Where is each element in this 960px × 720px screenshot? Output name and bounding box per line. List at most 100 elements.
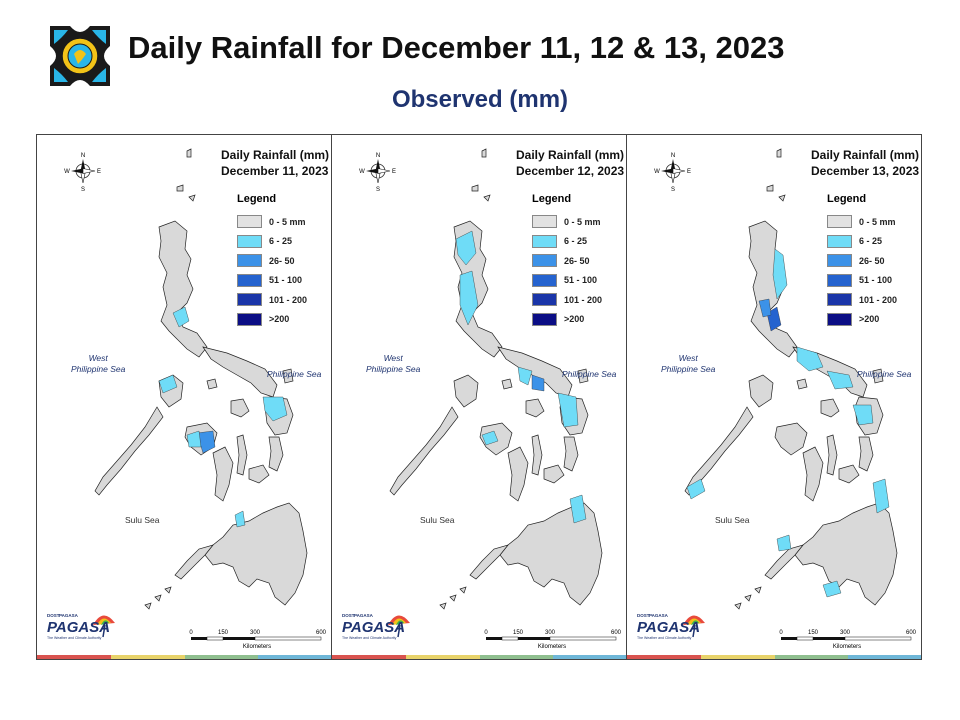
compass-e: E: [392, 169, 396, 175]
legend-item: 6 - 25: [532, 232, 602, 252]
pagasa-logo: DOST PAGASA PAGASA The Weather and Clima…: [342, 613, 410, 640]
rainfall-area: [826, 370, 854, 390]
brand-tagline: The Weather and Climate Authority: [47, 636, 102, 640]
legend-item: 51 - 100: [532, 271, 602, 291]
compass-s: S: [81, 187, 85, 193]
bohol: [248, 464, 270, 484]
legend-label: 101 - 200: [859, 294, 898, 305]
scale-unit: Kilometers: [243, 644, 271, 650]
rainfall-area: [796, 346, 824, 372]
luzon: [158, 220, 208, 358]
pagasa-seal-logo: [48, 24, 112, 88]
legend-swatch: [237, 215, 262, 229]
palawan: [684, 406, 754, 496]
philippine-sea-label: Philippine Sea: [562, 369, 617, 379]
footer-color-segment: [110, 655, 185, 659]
legend-label: 51 - 100: [269, 275, 303, 286]
west-philippine-sea-label: West Philippine Sea: [71, 353, 126, 374]
philippines-map: N S E W: [654, 148, 898, 610]
bohol: [543, 464, 565, 484]
legend-label: >200: [564, 314, 585, 325]
mindoro: [748, 374, 774, 408]
compass-n: N: [376, 153, 380, 159]
legend-label: >200: [269, 314, 290, 325]
scale-tick: 300: [840, 630, 851, 636]
scale-bar: 0 150 300 600 Kilometers: [484, 630, 621, 650]
sulu-sea-label: Sulu Sea: [125, 515, 160, 525]
philippines-map: N S E W: [64, 148, 308, 610]
rainfall-area: [776, 534, 792, 552]
mindanao: [794, 502, 898, 606]
rainfall-area: [557, 392, 579, 428]
legend-swatch: [237, 312, 262, 326]
panel-date: December 11, 2023: [221, 164, 329, 178]
masbate: [820, 398, 840, 418]
compass-s: S: [376, 187, 380, 193]
rainfall-area: [459, 270, 479, 326]
footer-color-segment: [184, 655, 259, 659]
sulu-islands: [734, 586, 762, 610]
map-panel-dec-13: N S E W Daily Rainfall (mm) December 13,…: [627, 135, 921, 659]
legend-swatch: [532, 234, 557, 248]
compass-s: S: [671, 187, 675, 193]
map-panel-dec-12: N S E W Daily Rainfall (mm) December 12,…: [332, 135, 627, 659]
legend-item: 101 - 200: [827, 290, 897, 310]
mindoro: [453, 374, 479, 408]
mindanao: [499, 502, 603, 606]
brand-name: PAGASA: [47, 619, 110, 636]
batanes: [471, 148, 491, 202]
compass-n: N: [81, 153, 85, 159]
rainfall-area: [872, 478, 890, 514]
luzon: [748, 220, 798, 358]
west-philippine-sea-label: West Philippine Sea: [366, 353, 421, 374]
legend-swatch: [532, 312, 557, 326]
bicol: [202, 346, 278, 398]
negros: [212, 446, 234, 502]
batanes: [766, 148, 786, 202]
cebu: [236, 434, 248, 476]
legend-swatch: [827, 312, 852, 326]
legend-title: Legend: [237, 193, 277, 205]
legend-label: 0 - 5 mm: [859, 216, 896, 227]
rainfall-area: [186, 430, 202, 448]
legend-item: 101 - 200: [237, 290, 307, 310]
legend-title: Legend: [532, 193, 572, 205]
legend-item: 26- 50: [827, 251, 897, 271]
land-regions: [389, 148, 603, 610]
scale-unit: Kilometers: [538, 644, 566, 650]
sulu-sea-label: Sulu Sea: [715, 515, 750, 525]
compass-w: W: [64, 169, 70, 175]
panel-title: Daily Rainfall (mm) December 13, 2023: [811, 147, 919, 179]
legend-item: >200: [827, 310, 897, 330]
marinduque: [206, 378, 218, 390]
legend: Legend 0 - 5 mm 6 - 25 26- 50 51 - 100 101 -…: [532, 193, 602, 329]
catanduanes: [577, 368, 589, 384]
legend-swatch: [532, 273, 557, 287]
zamboanga: [764, 544, 804, 580]
catanduanes: [282, 368, 294, 384]
compass-rose: N S E W: [359, 153, 396, 193]
rainfall-area: [517, 366, 533, 386]
legend-label: 101 - 200: [269, 294, 308, 305]
map-panel-dec-11: N S E W Daily Rainfall (mm) December 11,…: [37, 135, 332, 659]
compass-w: W: [654, 169, 660, 175]
legend-label: 6 - 25: [564, 236, 588, 247]
legend-label: 0 - 5 mm: [564, 216, 601, 227]
footer-color-segment: [258, 655, 331, 659]
legend-label: >200: [859, 314, 880, 325]
rainfall-area: [455, 230, 477, 266]
rainfall-area: [772, 248, 788, 300]
legend-item: 26- 50: [532, 251, 602, 271]
philippines-map: N S E W: [359, 148, 603, 610]
legend-item: 51 - 100: [237, 271, 307, 291]
rainfall-overlay: [455, 230, 587, 524]
brand-tagline: The Weather and Climate Authority: [342, 636, 397, 640]
legend-swatch: [532, 215, 557, 229]
panay: [774, 422, 808, 456]
legend-item: >200: [237, 310, 307, 330]
legend-item: 26- 50: [237, 251, 307, 271]
rainfall-area: [822, 580, 842, 598]
page-subtitle: Observed (mm): [391, 86, 569, 113]
rainfall-area: [172, 306, 190, 328]
zamboanga: [174, 544, 214, 580]
